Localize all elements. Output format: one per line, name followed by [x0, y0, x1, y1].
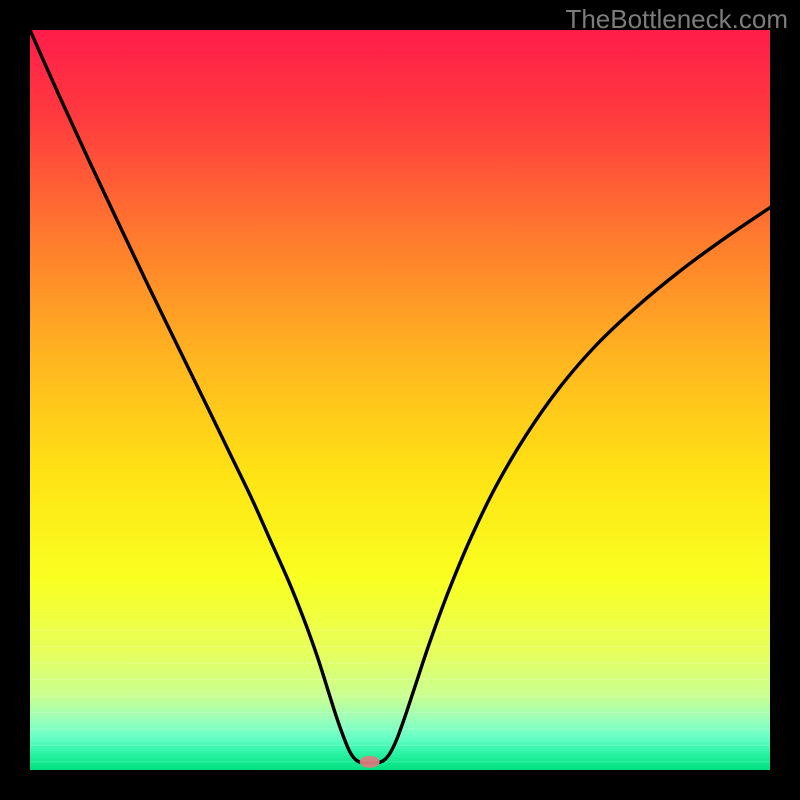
- gradient-background: [30, 30, 770, 770]
- watermark-text: TheBottleneck.com: [565, 4, 788, 35]
- bottleneck-chart: [30, 30, 770, 770]
- plot-area: [30, 30, 770, 770]
- min-marker: [360, 756, 380, 768]
- figure-outer: TheBottleneck.com: [0, 0, 800, 800]
